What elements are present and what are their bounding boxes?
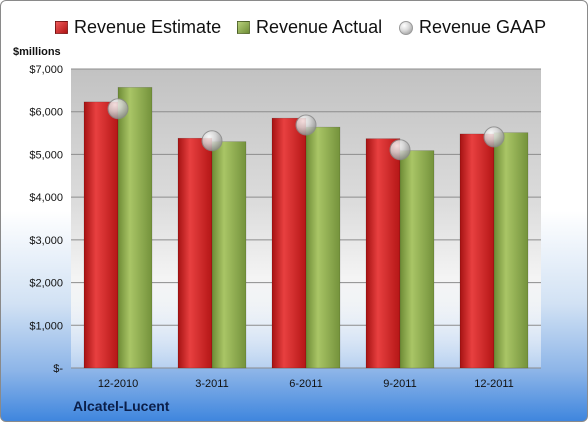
legend: Revenue Estimate Revenue Actual Revenue … xyxy=(1,17,587,43)
bar-revenue-actual xyxy=(493,132,529,369)
bar-revenue-estimate xyxy=(177,137,213,369)
bar-revenue-estimate xyxy=(459,133,495,369)
legend-label-revenue-estimate: Revenue Estimate xyxy=(74,17,222,37)
bar-revenue-estimate xyxy=(365,138,401,369)
marker-revenue-gaap xyxy=(107,98,129,120)
x-tick-label: 12-2011 xyxy=(474,378,514,390)
x-tick-label: 6-2011 xyxy=(289,378,322,390)
legend-item-revenue-gaap: Revenue GAAP xyxy=(399,17,546,38)
x-tick-label: 9-2011 xyxy=(383,378,416,390)
bar-revenue-actual xyxy=(305,126,341,369)
bar-revenue-actual xyxy=(117,87,153,369)
y-tick-label: $5,000 xyxy=(29,149,63,161)
marker-revenue-gaap xyxy=(389,139,411,161)
y-tick-label: $4,000 xyxy=(29,192,63,204)
bar-revenue-estimate xyxy=(271,117,307,369)
legend-swatch-revenue-estimate xyxy=(55,21,68,34)
x-tick-label: 3-2011 xyxy=(195,378,228,390)
legend-swatch-revenue-gaap xyxy=(399,20,413,35)
legend-label-revenue-actual: Revenue Actual xyxy=(256,17,383,37)
bar-revenue-actual xyxy=(399,150,435,369)
bar-revenue-estimate xyxy=(83,101,119,369)
y-tick-label: $3,000 xyxy=(29,235,63,247)
y-tick-label: $2,000 xyxy=(29,278,63,290)
y-tick-label: $- xyxy=(53,363,63,375)
legend-swatch-revenue-actual xyxy=(237,21,250,34)
marker-revenue-gaap xyxy=(201,130,223,152)
y-tick-label: $6,000 xyxy=(29,107,63,119)
marker-revenue-gaap xyxy=(483,126,505,148)
bar-revenue-actual xyxy=(211,141,247,369)
y-axis-unit-label: $millions xyxy=(13,46,61,58)
legend-label-revenue-gaap: Revenue GAAP xyxy=(419,17,547,37)
legend-item-revenue-actual: Revenue Actual xyxy=(237,17,382,38)
y-tick-label: $7,000 xyxy=(29,64,63,76)
legend-item-revenue-estimate: Revenue Estimate xyxy=(55,17,221,38)
x-tick-label: 12-2010 xyxy=(98,378,138,390)
y-tick-label: $1,000 xyxy=(29,320,63,332)
company-name: Alcatel-Lucent xyxy=(73,398,170,414)
marker-revenue-gaap xyxy=(295,114,317,136)
